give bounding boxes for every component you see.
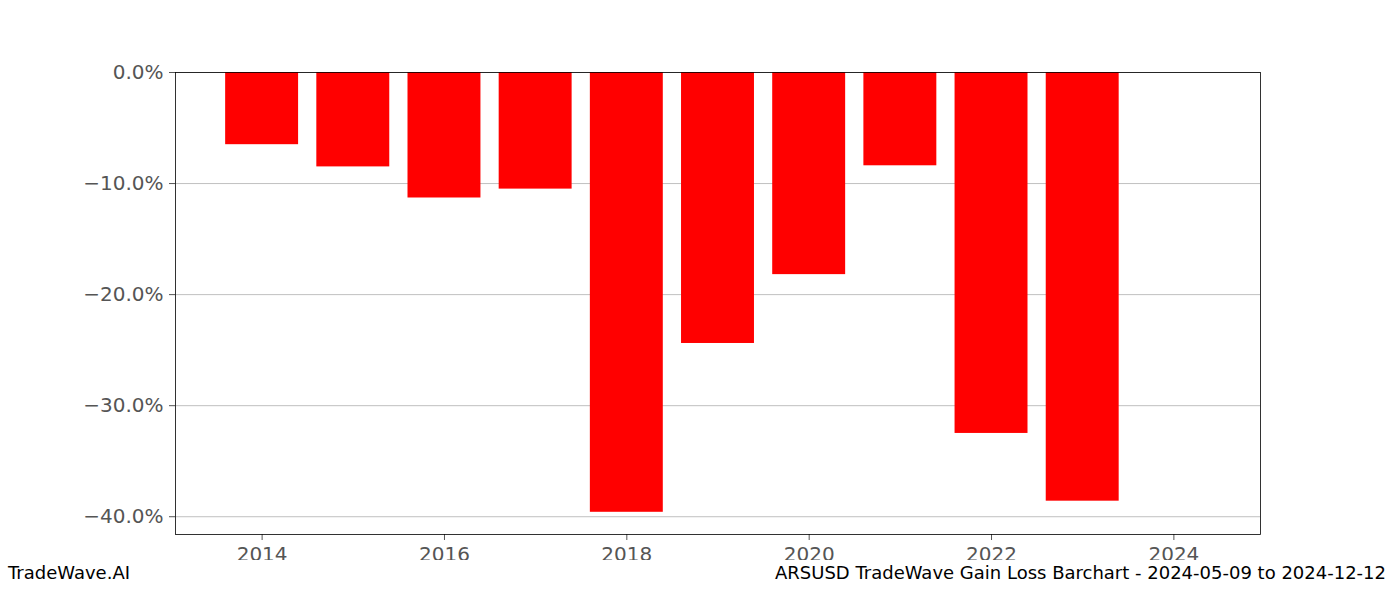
svg-text:2020: 2020 [784,542,835,560]
svg-text:2016: 2016 [419,542,470,560]
html-text:ARSUSD TradeWave Gain Loss Bar: ARSUSD TradeWave Gain Loss Barchart - 20… [775,562,1386,583]
svg-text:−30.0%: −30.0% [83,393,163,417]
svg-text:−20.0%: −20.0% [83,282,163,306]
svg-text:2022: 2022 [966,542,1017,560]
html-text:TradeWave.AI: TradeWave.AI [8,562,130,583]
svg-text:0.0%: 0.0% [113,60,164,84]
svg-text:2014: 2014 [237,542,288,560]
svg-text:2018: 2018 [601,542,652,560]
svg-text:−10.0%: −10.0% [83,171,163,195]
svg-text:2024: 2024 [1148,542,1199,560]
svg-text:−40.0%: −40.0% [83,504,163,528]
